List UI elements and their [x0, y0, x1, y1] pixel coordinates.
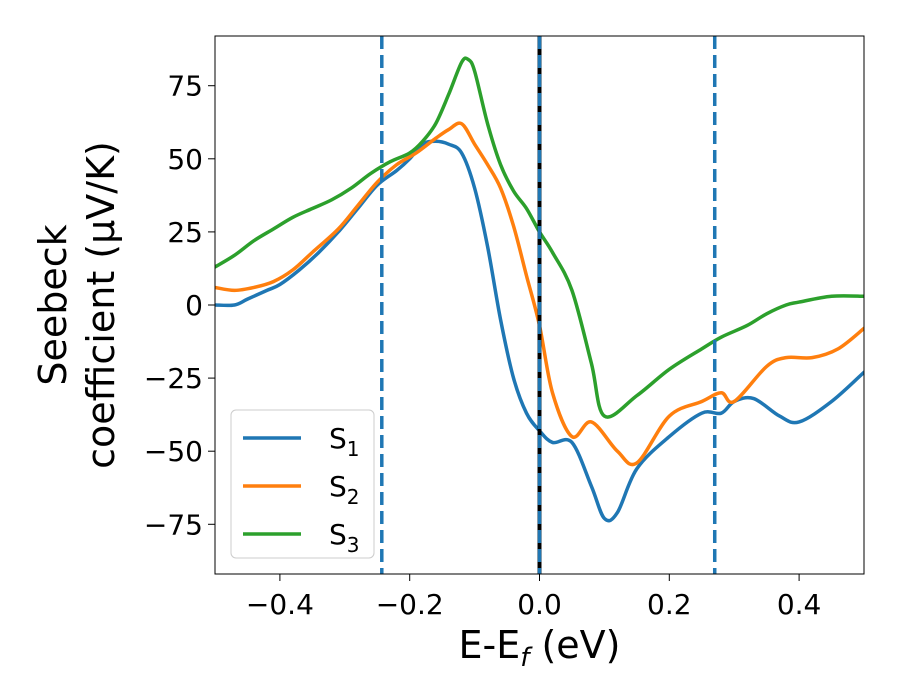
y-tick-label: 50 — [167, 143, 203, 176]
legend-label-main: S — [329, 518, 347, 551]
series-line-s3 — [215, 56, 864, 419]
y-tick-label: −50 — [144, 435, 203, 468]
y-tick-label: 75 — [167, 70, 203, 103]
x-tick-label: −0.4 — [246, 588, 314, 621]
x-axis-title: E-Ef (eV) — [459, 623, 621, 673]
x-axis-title-main: E-E — [459, 623, 521, 667]
legend-label-main: S — [329, 470, 347, 503]
y-axis-ticks: 75 50 25 0 −25 −50 −75 — [144, 70, 215, 541]
y-axis-title-line2: coefficient (μV/K) — [79, 141, 123, 469]
y-axis-title-line1: Seebeck — [31, 224, 75, 385]
series-layer — [215, 56, 864, 523]
y-tick-label: 25 — [167, 216, 203, 249]
x-tick-label: 0.4 — [777, 588, 822, 621]
x-axis-title-tail: (eV) — [529, 623, 620, 667]
legend-label-main: S — [329, 422, 347, 455]
legend-label-s1: S1 — [329, 422, 360, 461]
series-line-s2 — [215, 121, 864, 467]
x-axis-ticks: −0.4 −0.2 0.0 0.2 0.4 — [246, 574, 821, 621]
legend-label-sub: 2 — [347, 485, 360, 509]
legend-label-s3: S3 — [329, 518, 360, 557]
series-line-s1 — [215, 139, 864, 523]
legend-box — [230, 409, 375, 559]
x-tick-label: 0.2 — [647, 588, 692, 621]
legend-label-s2: S2 — [329, 470, 360, 509]
y-tick-label: 0 — [185, 289, 203, 322]
legend-label-sub: 1 — [347, 437, 360, 461]
x-tick-label: −0.2 — [376, 588, 444, 621]
x-tick-label: 0.0 — [517, 588, 562, 621]
legend-label-sub: 3 — [347, 533, 360, 557]
reference-lines — [380, 36, 717, 574]
y-tick-label: −75 — [144, 508, 203, 541]
y-tick-label: −25 — [144, 362, 203, 395]
